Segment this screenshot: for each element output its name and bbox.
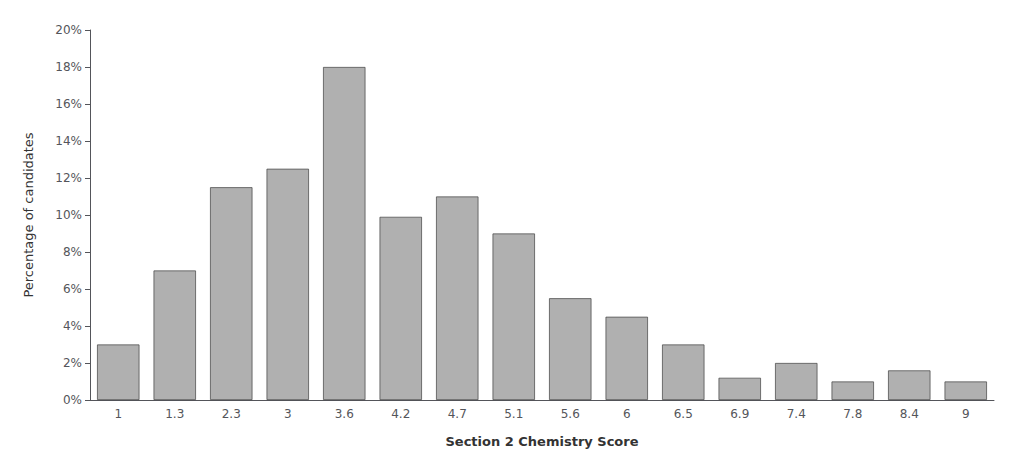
svg-text:4.7: 4.7 [448, 407, 467, 421]
svg-text:2%: 2% [63, 356, 82, 370]
svg-text:20%: 20% [55, 23, 82, 37]
svg-text:6: 6 [623, 407, 631, 421]
svg-text:1: 1 [114, 407, 122, 421]
svg-text:8.4: 8.4 [900, 407, 919, 421]
svg-text:6.9: 6.9 [730, 407, 749, 421]
svg-text:2.3: 2.3 [222, 407, 241, 421]
svg-text:0%: 0% [63, 393, 82, 407]
svg-text:3.6: 3.6 [335, 407, 354, 421]
svg-text:9: 9 [962, 407, 970, 421]
svg-text:4%: 4% [63, 319, 82, 333]
svg-text:5.6: 5.6 [561, 407, 580, 421]
svg-text:8%: 8% [63, 245, 82, 259]
svg-text:6%: 6% [63, 282, 82, 296]
svg-text:18%: 18% [55, 60, 82, 74]
svg-text:Percentage of candidates: Percentage of candidates [21, 132, 36, 297]
svg-text:7.4: 7.4 [787, 407, 806, 421]
svg-text:5.1: 5.1 [504, 407, 523, 421]
svg-text:4.2: 4.2 [391, 407, 410, 421]
svg-text:1.3: 1.3 [165, 407, 184, 421]
svg-text:16%: 16% [55, 97, 82, 111]
svg-text:12%: 12% [55, 171, 82, 185]
svg-text:10%: 10% [55, 208, 82, 222]
svg-text:14%: 14% [55, 134, 82, 148]
svg-text:7.8: 7.8 [843, 407, 862, 421]
svg-text:Section 2 Chemistry Score: Section 2 Chemistry Score [445, 434, 638, 449]
svg-text:6.5: 6.5 [674, 407, 693, 421]
svg-text:3: 3 [284, 407, 292, 421]
